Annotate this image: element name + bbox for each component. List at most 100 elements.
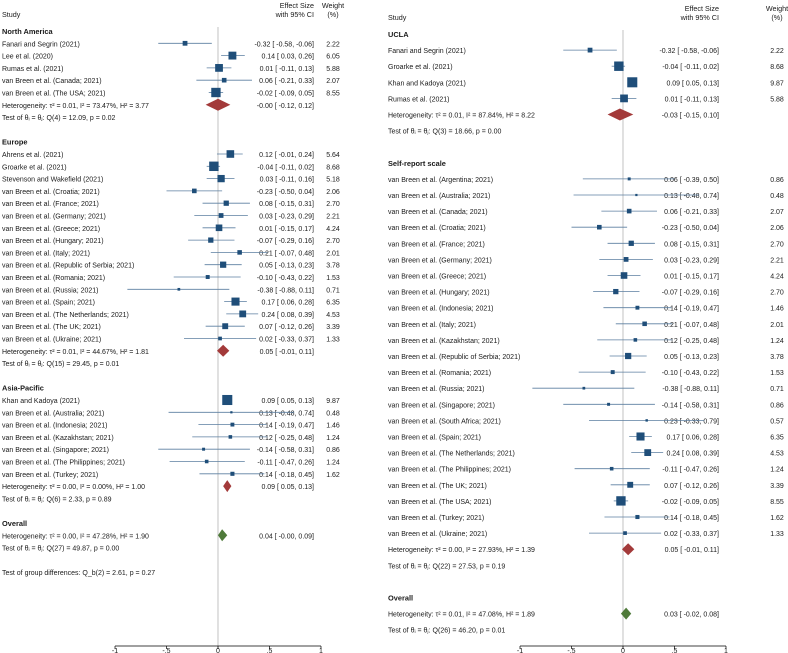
weight-value: 9.87 bbox=[326, 398, 340, 405]
study-label: van Breen et al. (Spain; 2021) bbox=[2, 300, 95, 307]
study-label: Stevenson and Wakefield (2021) bbox=[2, 177, 103, 184]
effect-size-marker bbox=[620, 94, 628, 103]
study-label: van Breen et al. (Singapore; 2021) bbox=[2, 447, 109, 454]
study-label: Fanari and Segrin (2021) bbox=[388, 48, 466, 55]
effect-size-marker bbox=[211, 87, 221, 98]
weight-value: 2.22 bbox=[326, 41, 340, 48]
study-label: van Breen et al. (Russia; 2021) bbox=[388, 386, 485, 393]
effect-size-value: 0.03 [ -0.02, 0.08] bbox=[664, 612, 719, 619]
heterogeneity-stat-label: Heterogeneity: τ² = 0.01, I² = 87.84%, H… bbox=[388, 113, 535, 120]
effect-size-marker bbox=[230, 471, 235, 476]
study-label: van Breen et al. (Turkey; 2021) bbox=[2, 472, 98, 479]
weight-value: 0.48 bbox=[326, 410, 340, 417]
column-header-weight-unit: (%) bbox=[327, 10, 338, 19]
study-label: van Breen et al. (Kazakhstan; 2021) bbox=[2, 435, 114, 442]
effect-size-value: 0.07 [ -0.12, 0.26] bbox=[259, 324, 314, 331]
effect-size-marker bbox=[597, 224, 602, 230]
weight-value: 3.39 bbox=[770, 483, 784, 490]
effect-size-value: -0.38 [ -0.88, 0.11] bbox=[257, 287, 314, 294]
study-label: van Breen et al. (Australia; 2021) bbox=[388, 193, 490, 200]
study-label: van Breen et al. (Ukraine; 2021) bbox=[388, 531, 487, 538]
study-label: Khan and Kadoya (2021) bbox=[388, 80, 466, 87]
effect-size-value: 0.01 [ -0.15, 0.17] bbox=[664, 274, 719, 281]
weight-value: 8.68 bbox=[770, 64, 784, 71]
x-axis-tick-label: 0 bbox=[216, 648, 220, 653]
subtotal-diamond bbox=[216, 344, 230, 357]
effect-size-marker bbox=[623, 257, 629, 262]
x-axis-tick-label: .5 bbox=[267, 648, 273, 653]
effect-size-marker bbox=[614, 61, 624, 71]
effect-size-marker bbox=[217, 174, 225, 183]
study-label: van Breen et al. (Canada; 2021) bbox=[388, 209, 488, 216]
effect-size-marker bbox=[220, 261, 227, 268]
column-header-weight-unit: (%) bbox=[771, 13, 782, 22]
effect-size-value: 0.05 [ -0.13, 0.23] bbox=[259, 263, 314, 270]
weight-value: 1.53 bbox=[770, 370, 784, 377]
effect-size-value: -0.02 [ -0.09, 0.05] bbox=[662, 499, 719, 506]
effect-size-value: 0.03 [ -0.11, 0.16] bbox=[260, 177, 314, 184]
weight-value: 1.33 bbox=[326, 337, 340, 344]
x-axis-tick-label: 1 bbox=[319, 648, 323, 653]
effect-size-value: 0.12 [ -0.01, 0.24] bbox=[259, 152, 314, 159]
weight-value: 2.70 bbox=[326, 238, 340, 245]
heterogeneity-test-text: Test of θᵢ = θⱼ: Q(26) = 46.20, p = 0.01 bbox=[388, 628, 505, 635]
group-heading: Overall bbox=[2, 519, 27, 528]
weight-value: 2.21 bbox=[326, 214, 340, 221]
column-header-weight: Weight bbox=[766, 4, 788, 13]
effect-size-value: 0.07 [ -0.12, 0.26] bbox=[664, 483, 719, 490]
effect-size-value: 0.06 [ -0.21, 0.33] bbox=[664, 209, 719, 216]
weight-value: 0.86 bbox=[770, 402, 784, 409]
effect-size-value: -0.14 [ -0.58, 0.31] bbox=[662, 402, 719, 409]
weight-value: 8.55 bbox=[326, 91, 340, 98]
weight-value: 2.07 bbox=[770, 209, 784, 216]
weight-value: 1.24 bbox=[326, 460, 340, 467]
study-label: van Breen et al. (Argentina; 2021) bbox=[388, 177, 493, 184]
effect-size-value: 0.17 [ 0.06, 0.28] bbox=[261, 300, 314, 307]
effect-size-value: -0.32 [ -0.58, -0.06] bbox=[659, 48, 719, 55]
x-axis-tick-label: -.5 bbox=[162, 648, 170, 653]
heterogeneity-test-text: Test of θᵢ = θⱼ: Q(4) = 12.09, p = 0.02 bbox=[2, 115, 116, 122]
effect-size-marker bbox=[209, 161, 219, 172]
effect-size-marker bbox=[177, 287, 181, 291]
weight-value: 8.68 bbox=[326, 164, 340, 171]
weight-value: 4.53 bbox=[770, 451, 784, 458]
effect-size-marker bbox=[192, 188, 197, 194]
study-label: van Breen et al. (France; 2021) bbox=[2, 201, 99, 208]
effect-size-marker bbox=[231, 297, 240, 306]
effect-size-marker bbox=[642, 321, 647, 327]
effect-size-value: 0.09 [ 0.05, 0.13] bbox=[261, 484, 314, 491]
study-label: van Breen et al. (Hungary; 2021) bbox=[388, 290, 490, 297]
study-label: van Breen et al. (The Netherlands; 2021) bbox=[388, 451, 515, 458]
weight-value: 5.88 bbox=[326, 66, 340, 73]
study-label: Khan and Kadoya (2021) bbox=[2, 398, 80, 405]
weight-value: 2.06 bbox=[326, 189, 340, 196]
effect-size-marker bbox=[215, 64, 223, 72]
effect-size-value: 0.02 [ -0.33, 0.37] bbox=[259, 337, 314, 344]
effect-size-value: 0.23 [ -0.33, 0.79] bbox=[664, 418, 719, 425]
effect-size-value: -0.14 [ -0.58, 0.31] bbox=[257, 447, 314, 454]
heterogeneity-stat-label: Heterogeneity: τ² = 0.00, I² = 47.28%, H… bbox=[2, 533, 149, 540]
subtotal-diamond bbox=[607, 108, 634, 121]
effect-size-marker bbox=[636, 432, 645, 441]
effect-size-marker bbox=[228, 51, 237, 60]
heterogeneity-test-text: Test of θᵢ = θⱼ: Q(6) = 2.33, p = 0.89 bbox=[2, 496, 112, 503]
effect-size-value: 0.24 [ 0.08, 0.39] bbox=[261, 312, 314, 319]
effect-size-value: 0.06 [ -0.21, 0.33] bbox=[259, 78, 314, 85]
group-heading: Self-report scale bbox=[388, 159, 446, 168]
study-label: van Breen et al. (The USA; 2021) bbox=[2, 91, 106, 98]
effect-size-marker bbox=[223, 200, 229, 206]
effect-size-value: 0.12 [ -0.25, 0.48] bbox=[259, 435, 314, 442]
x-axis-tick-label: 0 bbox=[621, 648, 625, 653]
study-label: van Breen et al. (Greece; 2021) bbox=[2, 226, 100, 233]
column-header-study: Study bbox=[388, 13, 407, 22]
x-axis-tick-label: .5 bbox=[672, 648, 678, 653]
effect-size-value: 0.09 [ 0.05, 0.13] bbox=[261, 398, 314, 405]
effect-size-marker bbox=[205, 275, 210, 279]
effect-size-marker bbox=[204, 459, 209, 464]
effect-size-value: -0.23 [ -0.50, 0.04] bbox=[662, 225, 719, 232]
effect-size-value: -0.38 [ -0.88, 0.11] bbox=[662, 386, 719, 393]
subtotal-diamond bbox=[621, 543, 635, 556]
effect-size-marker bbox=[623, 531, 627, 535]
study-label: van Breen et al. (Turkey; 2021) bbox=[388, 515, 484, 522]
weight-value: 0.86 bbox=[770, 177, 784, 184]
